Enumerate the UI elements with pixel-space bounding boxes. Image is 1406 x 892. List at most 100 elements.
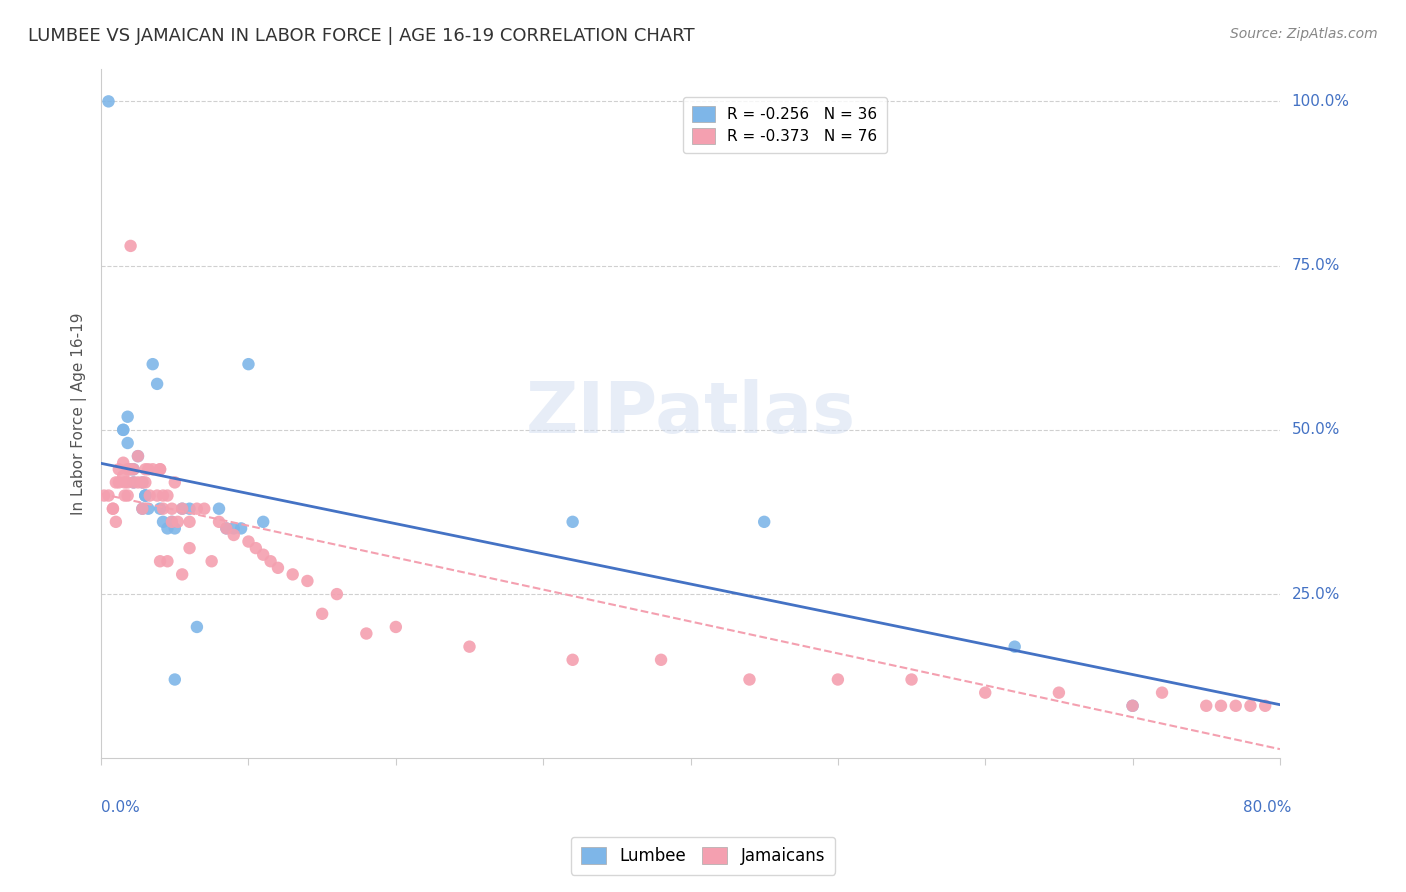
Point — [108, 462, 131, 476]
Point — [131, 475, 153, 490]
Text: ZIPatlas: ZIPatlas — [526, 379, 856, 448]
Point — [385, 620, 408, 634]
Y-axis label: In Labor Force | Age 16-19: In Labor Force | Age 16-19 — [72, 312, 87, 515]
Point — [101, 501, 124, 516]
Point — [108, 475, 131, 490]
Point — [131, 501, 153, 516]
Point — [117, 475, 139, 490]
Text: 50.0%: 50.0% — [1292, 422, 1340, 437]
Point — [152, 515, 174, 529]
Point — [1254, 698, 1277, 713]
Point — [561, 653, 583, 667]
Point — [281, 567, 304, 582]
Point — [139, 489, 162, 503]
Point — [215, 521, 238, 535]
Point — [311, 607, 333, 621]
Point — [117, 436, 139, 450]
Point — [120, 239, 142, 253]
Point — [1122, 698, 1144, 713]
Point — [104, 515, 127, 529]
Point — [117, 489, 139, 503]
Point — [172, 501, 194, 516]
Point — [112, 423, 135, 437]
Point — [900, 673, 922, 687]
Text: 100.0%: 100.0% — [1292, 94, 1350, 109]
Point — [561, 515, 583, 529]
Point — [1047, 686, 1070, 700]
Point — [122, 475, 145, 490]
Point — [120, 462, 142, 476]
Point — [193, 501, 215, 516]
Text: 0.0%: 0.0% — [101, 800, 139, 814]
Point — [142, 357, 165, 371]
Point — [114, 475, 136, 490]
Point — [97, 95, 120, 109]
Point — [134, 489, 156, 503]
Point — [208, 515, 231, 529]
Point — [222, 521, 245, 535]
Point — [112, 468, 135, 483]
Point — [152, 489, 174, 503]
Point — [131, 501, 153, 516]
Point — [1239, 698, 1261, 713]
Point — [222, 528, 245, 542]
Point — [1150, 686, 1173, 700]
Point — [160, 501, 183, 516]
Point — [1004, 640, 1026, 654]
Point — [156, 554, 179, 568]
Point — [172, 501, 194, 516]
Point — [112, 456, 135, 470]
Point — [122, 462, 145, 476]
Point — [297, 574, 319, 588]
Text: 25.0%: 25.0% — [1292, 587, 1340, 601]
Legend: Lumbee, Jamaicans: Lumbee, Jamaicans — [571, 837, 835, 875]
Text: 80.0%: 80.0% — [1243, 800, 1292, 814]
Point — [215, 521, 238, 535]
Point — [827, 673, 849, 687]
Point — [134, 462, 156, 476]
Point — [120, 462, 142, 476]
Point — [245, 541, 267, 555]
Point — [156, 521, 179, 535]
Point — [259, 554, 281, 568]
Point — [149, 462, 172, 476]
Point — [186, 620, 208, 634]
Point — [738, 673, 761, 687]
Point — [93, 489, 115, 503]
Point — [179, 541, 201, 555]
Point — [208, 501, 231, 516]
Point — [458, 640, 481, 654]
Point — [163, 521, 186, 535]
Point — [201, 554, 224, 568]
Point — [229, 521, 252, 535]
Text: LUMBEE VS JAMAICAN IN LABOR FORCE | AGE 16-19 CORRELATION CHART: LUMBEE VS JAMAICAN IN LABOR FORCE | AGE … — [28, 27, 695, 45]
Point — [122, 475, 145, 490]
Point — [179, 515, 201, 529]
Point — [238, 357, 260, 371]
Point — [146, 489, 169, 503]
Point — [238, 534, 260, 549]
Text: 75.0%: 75.0% — [1292, 258, 1340, 273]
Point — [131, 475, 153, 490]
Point — [1209, 698, 1232, 713]
Point — [1225, 698, 1247, 713]
Point — [179, 501, 201, 516]
Point — [160, 515, 183, 529]
Point — [267, 561, 290, 575]
Point — [326, 587, 349, 601]
Legend: R = -0.256   N = 36, R = -0.373   N = 76: R = -0.256 N = 36, R = -0.373 N = 76 — [683, 97, 887, 153]
Point — [160, 515, 183, 529]
Point — [172, 567, 194, 582]
Point — [149, 501, 172, 516]
Point — [122, 462, 145, 476]
Point — [650, 653, 672, 667]
Point — [149, 554, 172, 568]
Point — [1195, 698, 1218, 713]
Point — [127, 475, 149, 490]
Point — [149, 462, 172, 476]
Point — [101, 501, 124, 516]
Point — [97, 489, 120, 503]
Point — [134, 489, 156, 503]
Point — [127, 449, 149, 463]
Point — [142, 462, 165, 476]
